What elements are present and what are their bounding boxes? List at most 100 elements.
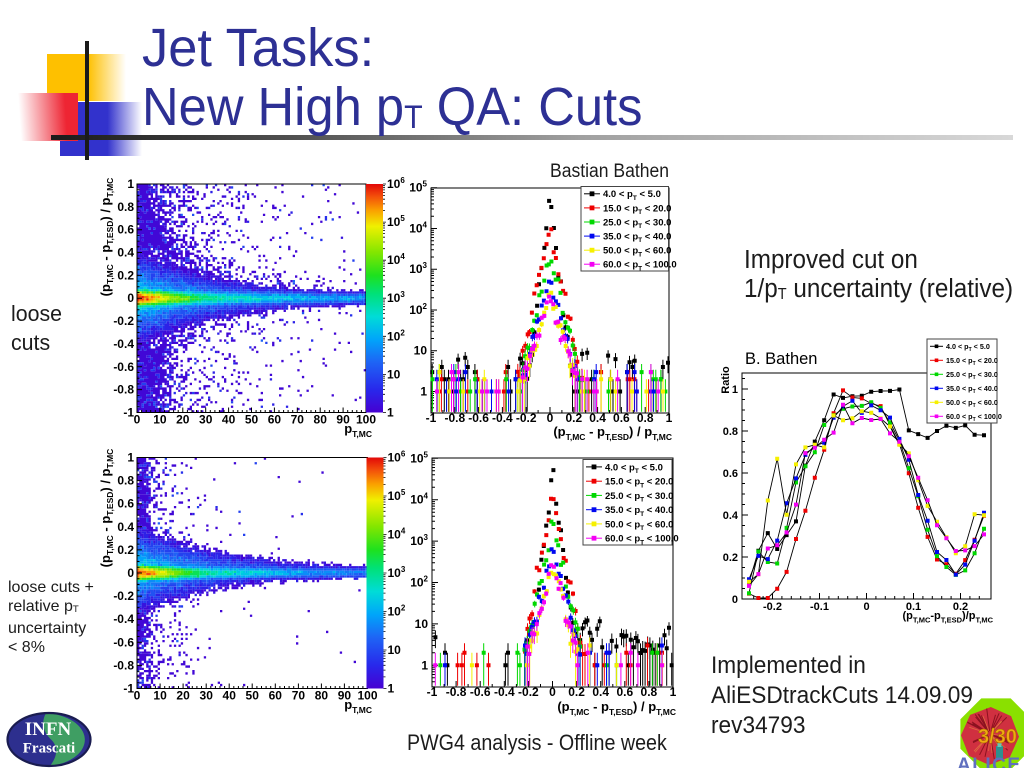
svg-text:-0.8: -0.8 (446, 685, 467, 699)
svg-text:-0.8: -0.8 (444, 411, 465, 425)
svg-text:1: 1 (732, 384, 738, 396)
svg-text:0.2: 0.2 (117, 543, 134, 557)
svg-text:105: 105 (409, 180, 427, 195)
svg-text:104: 104 (387, 252, 405, 267)
svg-text:0: 0 (127, 566, 134, 580)
svg-text:20: 20 (176, 689, 190, 703)
svg-text:0.4: 0.4 (723, 510, 739, 522)
svg-text:-0.2: -0.2 (518, 685, 539, 699)
svg-text:102: 102 (387, 328, 405, 343)
svg-text:1: 1 (666, 411, 673, 425)
svg-text:0: 0 (732, 594, 738, 606)
svg-text:1: 1 (670, 685, 677, 699)
svg-text:INFN: INFN (25, 719, 72, 740)
svg-text:0.2: 0.2 (568, 685, 585, 699)
svg-text:-0.6: -0.6 (470, 685, 491, 699)
svg-text:Ratio: Ratio (720, 366, 732, 394)
svg-text:104: 104 (409, 221, 427, 236)
svg-text:4.0 < pT < 5.0: 4.0 < pT < 5.0 (603, 189, 661, 202)
svg-text:0.6: 0.6 (613, 411, 630, 425)
svg-text:0.8: 0.8 (723, 426, 738, 438)
svg-text:106: 106 (388, 450, 406, 465)
svg-text:104: 104 (388, 527, 406, 542)
svg-text:106: 106 (387, 176, 405, 191)
svg-text:1: 1 (388, 682, 395, 696)
svg-text:20: 20 (176, 413, 190, 427)
svg-text:70: 70 (291, 413, 305, 427)
svg-text:0: 0 (863, 601, 869, 613)
svg-text:-0.2: -0.2 (763, 601, 782, 613)
svg-text:1: 1 (421, 658, 428, 672)
svg-text:0: 0 (134, 689, 141, 703)
svg-text:4.0 < pT < 5.0: 4.0 < pT < 5.0 (946, 342, 990, 353)
svg-text:0.8: 0.8 (117, 200, 134, 214)
svg-text:-0.2: -0.2 (113, 314, 134, 328)
svg-text:35.0 < pT < 40.0: 35.0 < pT < 40.0 (605, 505, 673, 518)
svg-text:80: 80 (315, 689, 329, 703)
svg-text:60: 60 (269, 689, 283, 703)
svg-text:100: 100 (356, 413, 376, 427)
svg-text:0: 0 (127, 291, 134, 305)
svg-text:0.6: 0.6 (723, 468, 738, 480)
svg-text:-1: -1 (123, 682, 134, 696)
svg-text:-0.6: -0.6 (113, 635, 134, 649)
svg-text:-0.2: -0.2 (113, 589, 134, 603)
svg-text:-0.8: -0.8 (113, 658, 134, 672)
svg-text:(pT,MC - pT,ESD) / pT,MC: (pT,MC - pT,ESD) / pT,MC (98, 178, 115, 297)
svg-text:105: 105 (387, 214, 405, 229)
svg-text:15.0 < pT < 20.0: 15.0 < pT < 20.0 (946, 356, 998, 367)
svg-text:0.4: 0.4 (589, 411, 606, 425)
svg-text:-1: -1 (426, 411, 437, 425)
svg-text:(pT,MC - pT,ESD) / pT,MC: (pT,MC - pT,ESD) / pT,MC (553, 424, 672, 442)
svg-text:35.0 < pT < 40.0: 35.0 < pT < 40.0 (946, 384, 998, 395)
svg-text:3/30: 3/30 (978, 726, 1017, 748)
svg-text:0.2: 0.2 (723, 552, 738, 564)
svg-text:40: 40 (223, 689, 237, 703)
svg-text:80: 80 (314, 413, 328, 427)
svg-text:0.6: 0.6 (616, 685, 633, 699)
svg-text:60: 60 (268, 413, 282, 427)
svg-text:60.0 < pT < 100.0: 60.0 < pT < 100.0 (603, 260, 677, 273)
svg-text:15.0 < pT < 20.0: 15.0 < pT < 20.0 (605, 477, 673, 490)
svg-text:0.8: 0.8 (641, 685, 658, 699)
svg-text:(pT,MC - pT,ESD) / pT,MC: (pT,MC - pT,ESD) / pT,MC (557, 699, 676, 717)
svg-text:60.0 < pT < 100.0: 60.0 < pT < 100.0 (946, 412, 1002, 423)
svg-text:0.2: 0.2 (117, 268, 134, 282)
svg-text:0: 0 (549, 685, 556, 699)
svg-text:30: 30 (199, 413, 213, 427)
svg-text:0.6: 0.6 (117, 223, 134, 237)
svg-text:10: 10 (387, 367, 401, 381)
svg-text:102: 102 (409, 302, 427, 317)
svg-text:-0.2: -0.2 (516, 411, 537, 425)
svg-text:60.0 < pT < 100.0: 60.0 < pT < 100.0 (605, 534, 679, 547)
svg-text:0.6: 0.6 (117, 497, 134, 511)
svg-text:10: 10 (388, 643, 402, 657)
svg-text:103: 103 (388, 565, 406, 580)
svg-text:25.0 < pT < 30.0: 25.0 < pT < 30.0 (603, 217, 671, 230)
svg-text:102: 102 (388, 604, 406, 619)
svg-text:10: 10 (414, 344, 428, 358)
svg-text:1: 1 (420, 385, 427, 399)
svg-text:104: 104 (410, 492, 428, 507)
svg-text:4.0 < pT < 5.0: 4.0 < pT < 5.0 (605, 462, 663, 475)
svg-text:15.0 < pT < 20.0: 15.0 < pT < 20.0 (603, 203, 671, 216)
svg-text:1: 1 (127, 451, 134, 465)
svg-text:ALICE: ALICE (957, 755, 1022, 768)
svg-text:1: 1 (387, 406, 394, 420)
svg-text:50: 50 (245, 413, 259, 427)
svg-text:0.4: 0.4 (117, 520, 134, 534)
svg-text:-0.8: -0.8 (113, 383, 134, 397)
svg-text:(pT,MC - pT,ESD) / pT,MC: (pT,MC - pT,ESD) / pT,MC (98, 449, 115, 568)
svg-text:0.8: 0.8 (117, 474, 134, 488)
svg-text:25.0 < pT < 30.0: 25.0 < pT < 30.0 (946, 370, 998, 381)
svg-text:10: 10 (153, 413, 167, 427)
svg-text:-0.6: -0.6 (468, 411, 489, 425)
svg-text:50.0 < pT < 60.0: 50.0 < pT < 60.0 (603, 246, 671, 259)
svg-text:100: 100 (357, 689, 377, 703)
svg-text:-0.1: -0.1 (810, 601, 829, 613)
svg-text:105: 105 (410, 450, 428, 465)
svg-text:0.4: 0.4 (592, 685, 609, 699)
svg-text:-0.4: -0.4 (113, 612, 134, 626)
svg-text:103: 103 (387, 290, 405, 305)
svg-text:40: 40 (222, 413, 236, 427)
